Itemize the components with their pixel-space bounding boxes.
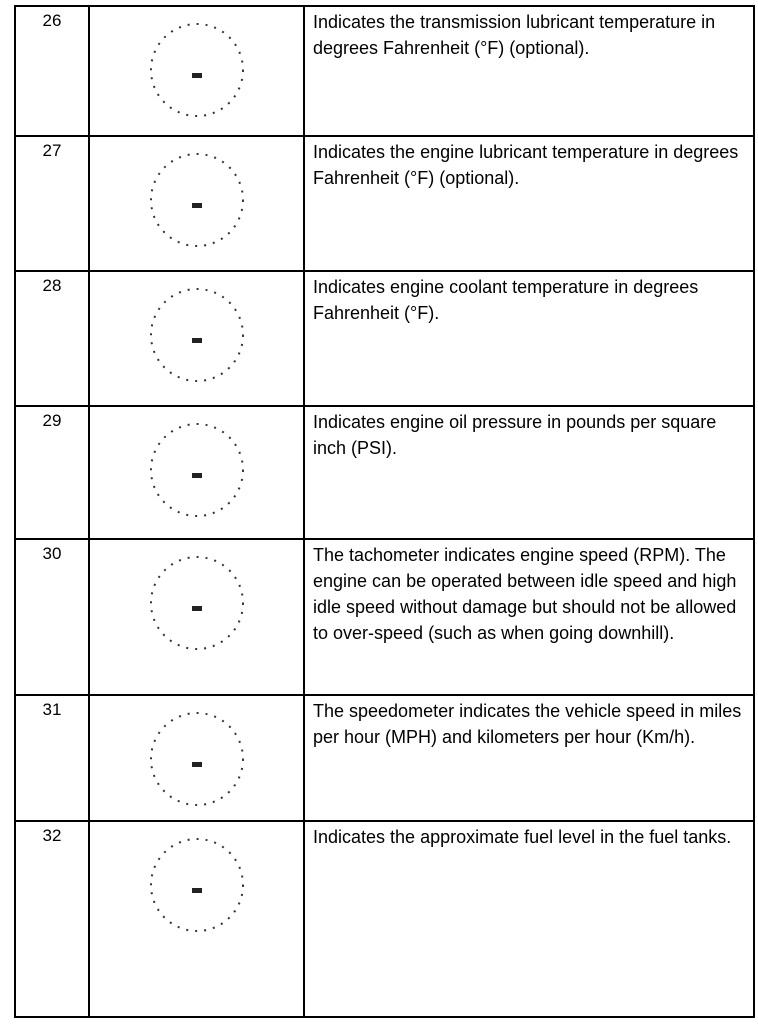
gauge-needle	[191, 203, 202, 208]
gauge-icon-cell	[90, 407, 305, 538]
gauge-icon-cell	[90, 540, 305, 694]
gauge-dial	[149, 23, 244, 117]
gauge-needle	[191, 473, 202, 478]
description: Indicates engine coolant temperature in …	[305, 272, 755, 405]
gauge-icon-cell	[90, 7, 305, 135]
item-number: 30	[14, 540, 90, 694]
gauge-dial	[149, 838, 244, 932]
gauge-needle	[191, 762, 202, 767]
gauge-icon	[149, 423, 244, 517]
description: The speedometer indicates the vehicle sp…	[305, 696, 755, 820]
gauge-table: 26 Indicates the transmission lubricant t…	[14, 5, 755, 1018]
item-number: 26	[14, 7, 90, 135]
item-number: 29	[14, 407, 90, 538]
item-number: 31	[14, 696, 90, 820]
gauge-needle	[191, 606, 202, 611]
table-row: 26 Indicates the transmission lubricant t…	[14, 7, 755, 137]
description: The tachometer indicates engine speed (R…	[305, 540, 755, 694]
gauge-icon-cell	[90, 137, 305, 270]
item-number: 28	[14, 272, 90, 405]
gauge-needle	[191, 73, 202, 78]
gauge-icon	[149, 838, 244, 932]
gauge-icon	[149, 153, 244, 247]
table-row: 30 The tachometer indicates engine speed …	[14, 540, 755, 696]
gauge-dial	[149, 712, 244, 806]
gauge-icon-cell	[90, 696, 305, 820]
gauge-icon	[149, 712, 244, 806]
table-row: 31 The speedometer indicates the vehicle …	[14, 696, 755, 822]
item-number: 32	[14, 822, 90, 1016]
gauge-dial	[149, 153, 244, 247]
gauge-needle	[191, 338, 202, 343]
description: Indicates engine oil pressure in pounds …	[305, 407, 755, 538]
description: Indicates the engine lubricant temperatu…	[305, 137, 755, 270]
description: Indicates the approximate fuel level in …	[305, 822, 755, 1016]
gauge-needle	[191, 888, 202, 893]
gauge-icon	[149, 23, 244, 117]
gauge-icon-cell	[90, 822, 305, 1016]
item-number: 27	[14, 137, 90, 270]
gauge-dial	[149, 556, 244, 650]
gauge-dial	[149, 288, 244, 382]
table-row: 29 Indicates engine oil pressure in pound…	[14, 407, 755, 540]
gauge-icon	[149, 556, 244, 650]
table-row: 28 Indicates engine coolant temperature i…	[14, 272, 755, 407]
gauge-icon	[149, 288, 244, 382]
gauge-icon-cell	[90, 272, 305, 405]
gauge-dial	[149, 423, 244, 517]
table-row: 27 Indicates the engine lubricant tempera…	[14, 137, 755, 272]
description: Indicates the transmission lubricant tem…	[305, 7, 755, 135]
table-row: 32 Indicates the approximate fuel level i…	[14, 822, 755, 1018]
